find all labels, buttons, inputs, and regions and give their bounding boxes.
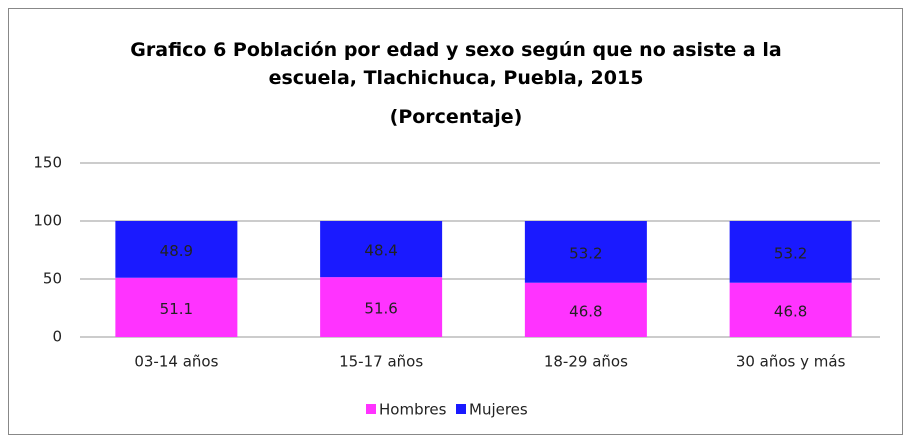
bar-segment (115, 277, 238, 337)
bar-segment (115, 221, 238, 278)
legend-swatch (366, 404, 376, 414)
y-tick-label: 50 (43, 270, 62, 288)
chart-frame (8, 8, 903, 435)
y-tick-label: 100 (33, 212, 62, 230)
legend-label: Hombres (379, 401, 447, 419)
bar-segment (524, 282, 647, 337)
chart-title: Grafico 6 Población por edad y sexo segú… (130, 39, 782, 89)
x-tick-label: 18-29 años (544, 353, 628, 371)
bar-segment (729, 221, 852, 283)
chart-subtitle: (Porcentaje) (389, 106, 523, 128)
bar-segment (524, 221, 647, 283)
data-label: 51.6 (364, 300, 397, 318)
bar-segment (729, 282, 852, 337)
x-tick-label: 30 años y más (736, 353, 846, 371)
data-label: 53.2 (569, 244, 602, 262)
data-label: 48.9 (160, 242, 193, 260)
legend-swatch (456, 404, 466, 414)
data-label: 46.8 (774, 302, 807, 320)
data-label: 53.2 (774, 244, 807, 262)
data-label: 51.1 (160, 300, 193, 318)
bar-segment (320, 221, 443, 278)
y-tick-label: 150 (33, 154, 62, 172)
legend-label: Mujeres (469, 401, 528, 419)
data-label: 46.8 (569, 302, 602, 320)
x-tick-label: 15-17 años (339, 353, 423, 371)
y-tick-label: 0 (52, 328, 62, 346)
data-label: 48.4 (364, 242, 397, 260)
bar-segment (320, 277, 443, 337)
x-tick-label: 03-14 años (134, 353, 218, 371)
